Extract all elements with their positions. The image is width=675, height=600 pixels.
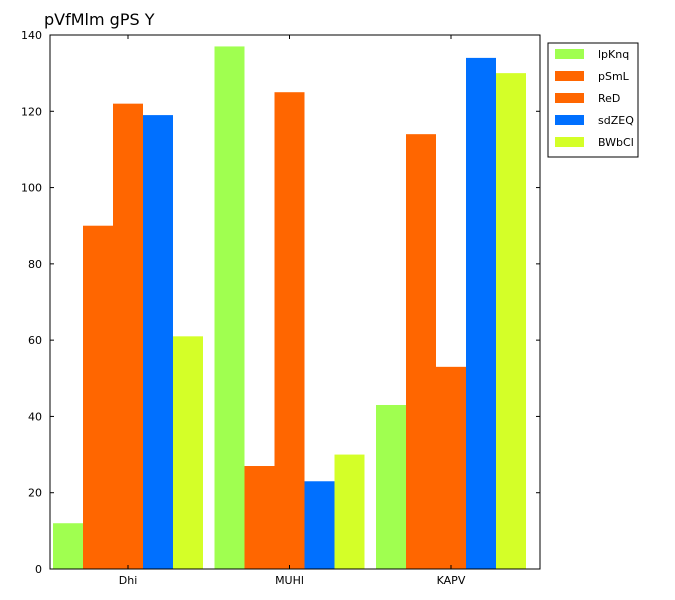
legend-label: BWbCl — [598, 136, 634, 149]
y-tick-label: 40 — [28, 410, 42, 423]
bar — [436, 366, 466, 569]
legend-swatch — [555, 93, 584, 103]
x-tick-label: Dhi — [119, 574, 138, 587]
plot-area-frame — [49, 34, 541, 570]
legend: lpKnq pSmL ReD sdZEQ BWbCl — [547, 42, 639, 158]
bar — [376, 404, 406, 569]
y-tick-label: 0 — [35, 563, 42, 576]
bar — [466, 57, 496, 569]
y-tick-label: 80 — [28, 258, 42, 271]
bar — [83, 225, 113, 569]
legend-label: sdZEQ — [598, 114, 634, 127]
y-axis: 0 20 40 60 80 100 120 140 — [21, 29, 540, 576]
x-tick-label: KAPV — [437, 574, 466, 587]
bars-group — [53, 46, 526, 570]
bar — [173, 336, 203, 569]
legend-swatch — [555, 137, 584, 147]
bar — [496, 73, 526, 569]
y-tick-label: 60 — [28, 334, 42, 347]
bar — [53, 523, 83, 569]
y-tick-label: 120 — [21, 105, 42, 118]
legend-label: pSmL — [598, 70, 630, 83]
chart-title: pVfMlm gPS Y — [44, 10, 155, 29]
bar — [113, 103, 143, 569]
bar — [143, 115, 173, 569]
x-axis: Dhi MUHl KAPV — [119, 35, 466, 587]
legend-swatch — [555, 71, 584, 81]
x-tick-label: MUHl — [275, 574, 304, 587]
y-tick-label: 20 — [28, 487, 42, 500]
legend-label: ReD — [598, 92, 620, 105]
y-tick-label: 140 — [21, 29, 42, 42]
y-tick-label: 100 — [21, 182, 42, 195]
legend-swatch — [555, 115, 584, 125]
bar — [244, 466, 275, 569]
bar — [274, 92, 305, 570]
bar — [304, 481, 335, 569]
bar — [214, 46, 245, 569]
bar — [406, 134, 436, 570]
bar — [334, 454, 365, 569]
legend-swatch — [555, 49, 584, 59]
legend-label: lpKnq — [598, 48, 629, 61]
